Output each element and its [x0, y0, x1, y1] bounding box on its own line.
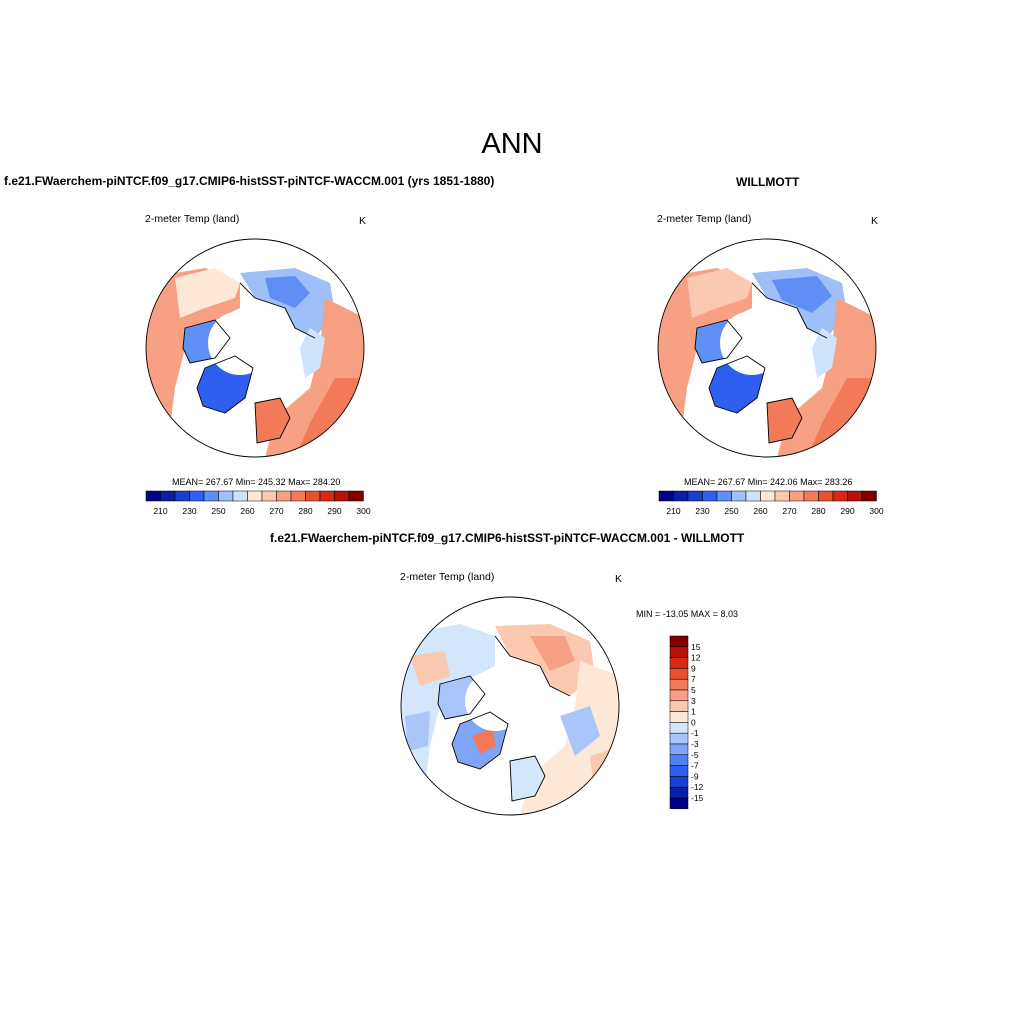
right-colorbar: 210 230 250 260 270 280 290 300	[658, 490, 884, 516]
left-colorbar-box	[290, 490, 306, 502]
right-colorbar-label: 280	[811, 506, 825, 516]
left-colorbar-box	[348, 490, 364, 502]
diff-colorbar-box	[669, 668, 689, 680]
diff-colorbar-label: -1	[691, 728, 699, 738]
left-colorbar-box	[319, 490, 335, 502]
diff-units-label: K	[615, 573, 623, 585]
left-colorbar-box	[218, 490, 234, 502]
right-colorbar-box	[673, 490, 689, 502]
left-colorbar-label: 300	[356, 506, 370, 516]
diff-colorbar-box	[669, 765, 689, 777]
left-colorbar-label: 230	[182, 506, 196, 516]
diff-colorbar-box	[669, 786, 689, 799]
right-colorbar-box	[687, 490, 703, 502]
diff-colorbar-box	[669, 732, 689, 745]
left-colorbar-box	[145, 490, 161, 502]
diff-colorbar-label: -9	[691, 771, 699, 781]
right-colorbar-box	[745, 490, 761, 502]
right-colorbar-label: 260	[753, 506, 767, 516]
left-colorbar-box	[232, 490, 248, 502]
right-colorbar-box	[803, 490, 819, 502]
diff-colorbar-box	[669, 678, 689, 691]
right-colorbar-box	[818, 490, 834, 502]
diff-colorbar-label: -7	[691, 761, 699, 771]
diff-colorbar-label: -15	[691, 793, 704, 803]
right-units-label: K	[871, 215, 879, 227]
left-colorbar-box	[189, 490, 205, 502]
left-units-label: K	[359, 215, 367, 227]
diff-colorbar-label: 7	[691, 674, 696, 684]
diff-colorbar-box	[669, 743, 689, 756]
diff-colorbar-box	[669, 646, 689, 658]
left-colorbar-box	[160, 490, 176, 502]
left-colorbar-box	[305, 490, 321, 502]
diff-colorbar-box	[669, 689, 689, 702]
right-panel-title: WILLMOTT	[736, 175, 800, 189]
left-colorbar-box	[174, 490, 190, 502]
right-colorbar-box	[702, 490, 718, 502]
diff-colorbar-label: -12	[691, 782, 704, 792]
diff-colorbar-label: 0	[691, 717, 696, 727]
left-colorbar-box	[203, 490, 219, 502]
left-colorbar-label: 250	[211, 506, 225, 516]
left-colorbar-box	[276, 490, 292, 502]
right-colorbar-box	[847, 490, 863, 502]
diff-colorbar-box	[669, 711, 689, 723]
diff-colorbar-box	[669, 635, 689, 648]
right-colorbar-box	[774, 490, 790, 502]
diff-colorbar-box	[669, 722, 689, 734]
right-colorbar-box	[789, 490, 805, 502]
figure-title: ANN	[481, 128, 543, 160]
right-colorbar-label: 210	[666, 506, 680, 516]
left-colorbar-label: 280	[298, 506, 312, 516]
diff-colorbar-label: 5	[691, 685, 696, 695]
diff-stats: MIN = -13.05 MAX = 8.03	[636, 609, 739, 619]
diff-panel-title: f.e21.FWaerchem-piNTCF.f09_g17.CMIP6-his…	[270, 531, 745, 545]
diff-colorbar-label: -3	[691, 739, 699, 749]
diff-colorbar-box	[669, 700, 689, 712]
left-colorbar: 210 230 250 260 270 280 290 300	[145, 490, 371, 516]
right-colorbar-box	[658, 490, 674, 502]
right-colorbar-label: 290	[840, 506, 854, 516]
left-colorbar-label: 260	[240, 506, 254, 516]
left-colorbar-label: 270	[269, 506, 283, 516]
right-colorbar-box	[716, 490, 732, 502]
right-colorbar-label: 250	[724, 506, 738, 516]
right-colorbar-label: 230	[695, 506, 709, 516]
right-colorbar-box	[861, 490, 877, 502]
diff-colorbar-box	[669, 797, 689, 810]
right-stats: MEAN= 267.67 Min= 242.06 Max= 283.26	[684, 477, 853, 487]
left-stats: MEAN= 267.67 Min= 245.32 Max= 284.20	[172, 477, 341, 487]
diff-colorbar-label: 1	[691, 707, 696, 717]
right-colorbar-box	[731, 490, 747, 502]
right-colorbar-label: 300	[869, 506, 883, 516]
diff-variable-label: 2-meter Temp (land)	[400, 571, 495, 583]
right-variable-label: 2-meter Temp (land)	[657, 213, 752, 225]
right-colorbar-box	[832, 490, 848, 502]
left-colorbar-label: 210	[153, 506, 167, 516]
left-panel-title: f.e21.FWaerchem-piNTCF.f09_g17.CMIP6-his…	[4, 174, 495, 188]
right-polar-map	[657, 238, 877, 458]
diff-colorbar-label: 12	[691, 653, 701, 663]
left-colorbar-box	[334, 490, 350, 502]
diff-colorbar-box	[669, 754, 689, 766]
diff-colorbar-label: 9	[691, 663, 696, 673]
diff-colorbar-label: 15	[691, 642, 701, 652]
left-colorbar-box	[247, 490, 263, 502]
left-polar-map	[145, 238, 365, 458]
right-colorbar-label: 270	[782, 506, 796, 516]
left-colorbar-box	[261, 490, 277, 502]
right-colorbar-box	[760, 490, 776, 502]
diff-polar-map	[400, 596, 620, 816]
diff-colorbar-label: 3	[691, 696, 696, 706]
diff-colorbar-box	[669, 776, 689, 788]
left-variable-label: 2-meter Temp (land)	[145, 213, 240, 225]
left-colorbar-label: 290	[327, 506, 341, 516]
diff-colorbar-label: -5	[691, 750, 699, 760]
diff-colorbar-box	[669, 657, 689, 669]
